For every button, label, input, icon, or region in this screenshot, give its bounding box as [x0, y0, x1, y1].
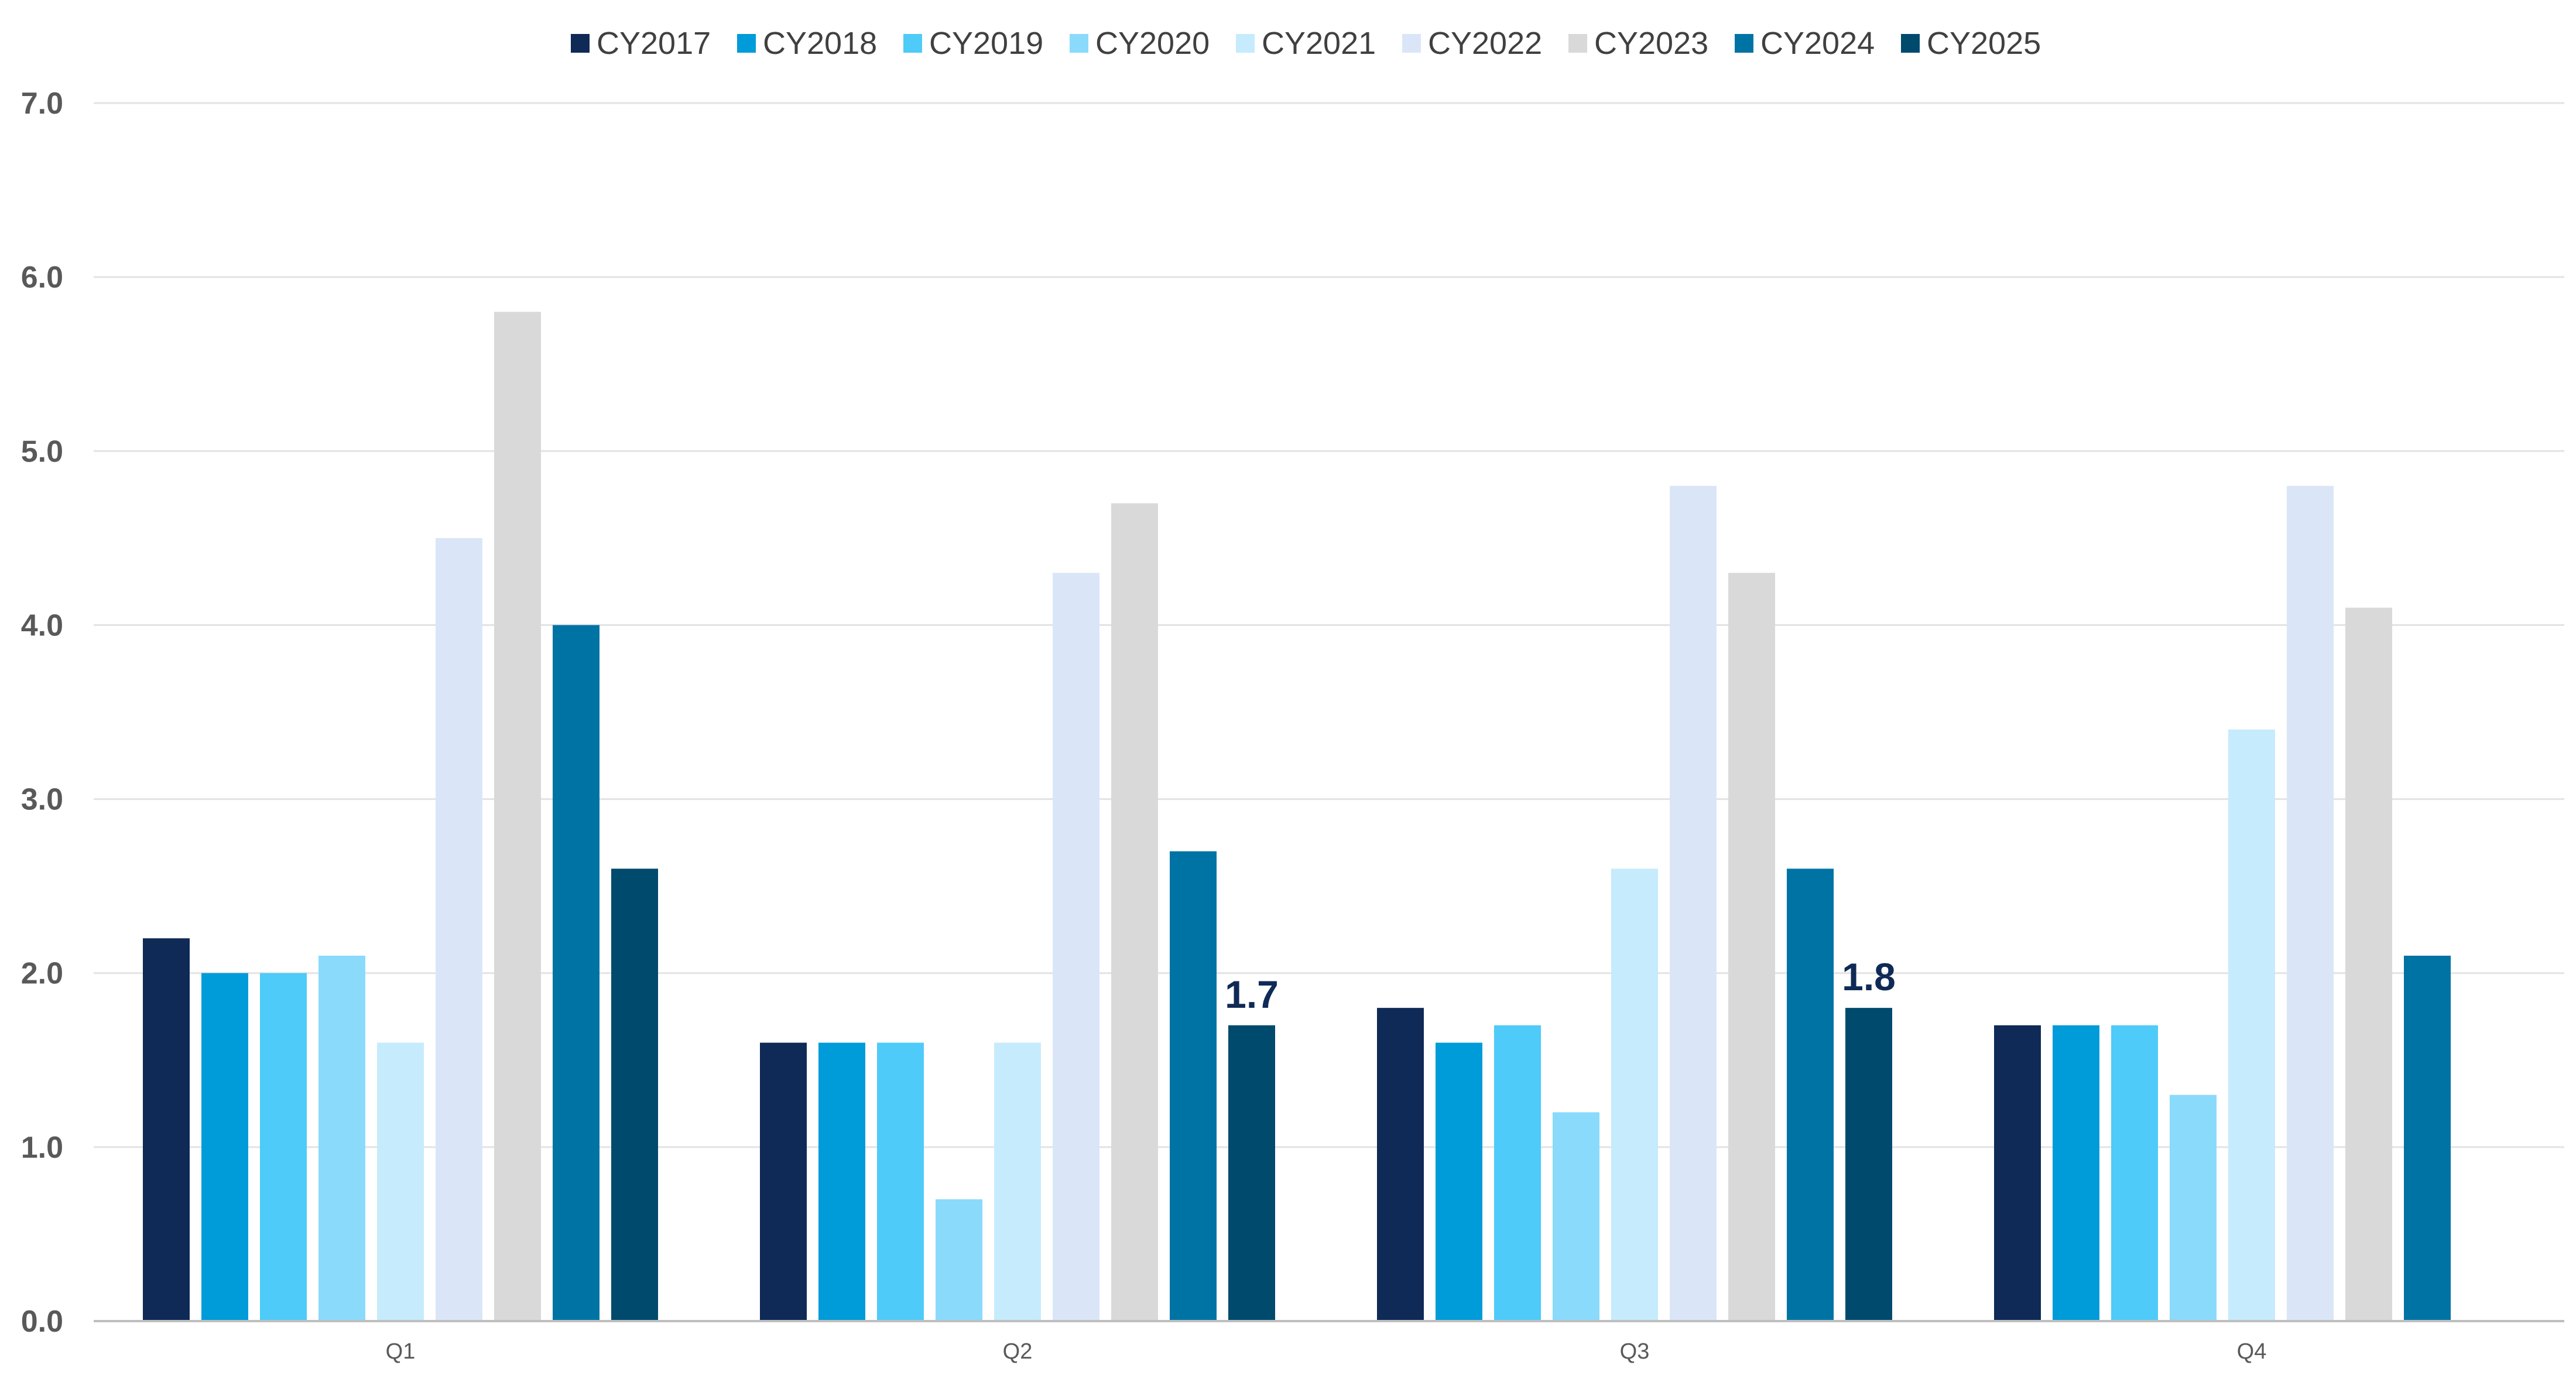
bar-cy2017-q4	[1994, 1025, 2041, 1321]
bar-cy2018-q4	[2053, 1025, 2099, 1321]
bar-cy2022-q3	[1670, 485, 1717, 1321]
x-tick-label: Q4	[2237, 1339, 2267, 1364]
bar-cy2023-q4	[2345, 607, 2392, 1321]
legend-swatch-cy2022	[1402, 34, 1421, 53]
bar-cy2021-q2	[994, 1042, 1041, 1321]
legend-label-cy2018: CY2018	[763, 26, 877, 61]
bar-cy2019-q1	[260, 973, 307, 1321]
y-tick-label: 3.0	[21, 783, 63, 817]
legend: CY2017 CY2018 CY2019 CY2020 CY2021 CY2022 CY20…	[571, 26, 2041, 61]
legend-label-cy2025: CY2025	[1927, 26, 2041, 61]
legend-swatch-cy2024	[1735, 34, 1753, 53]
bar-cy2017-q1	[143, 938, 190, 1321]
y-tick-label: 2.0	[21, 957, 63, 991]
legend-swatch-cy2023	[1568, 34, 1587, 53]
bar-cy2022-q2	[1053, 573, 1099, 1322]
bar-cy2022-q4	[2287, 485, 2334, 1321]
data-labels: 1.7 1.8	[1225, 955, 1896, 1016]
bars	[143, 312, 2451, 1322]
bar-cy2019-q3	[1494, 1025, 1541, 1321]
x-tick-label: Q2	[1003, 1339, 1033, 1364]
bar-cy2023-q3	[1728, 573, 1775, 1322]
legend-swatch-cy2021	[1236, 34, 1255, 53]
legend-swatch-cy2025	[1901, 34, 1920, 53]
bar-cy2024-q2	[1170, 851, 1217, 1321]
x-tick-label: Q1	[386, 1339, 416, 1364]
bar-cy2018-q3	[1436, 1042, 1482, 1321]
bar-cy2018-q1	[201, 973, 248, 1321]
y-tick-label: 1.0	[21, 1131, 63, 1165]
bar-cy2024-q4	[2404, 956, 2451, 1321]
legend-swatch-cy2019	[903, 34, 922, 53]
bar-cy2019-q4	[2111, 1025, 2158, 1321]
data-label: 1.8	[1842, 955, 1896, 998]
bar-cy2021-q1	[377, 1042, 424, 1321]
legend-label-cy2019: CY2019	[929, 26, 1043, 61]
bar-cy2024-q3	[1787, 868, 1834, 1321]
bar-cy2021-q4	[2228, 729, 2275, 1321]
legend-label-cy2020: CY2020	[1095, 26, 1210, 61]
x-tick-label: Q3	[1620, 1339, 1650, 1364]
legend-label-cy2024: CY2024	[1760, 26, 1875, 61]
bar-cy2017-q2	[760, 1042, 807, 1321]
bar-cy2025-q2	[1228, 1025, 1275, 1321]
bar-cy2020-q4	[2170, 1094, 2217, 1321]
bar-cy2020-q3	[1553, 1112, 1599, 1321]
y-tick-label: 0.0	[21, 1305, 63, 1339]
bar-cy2020-q2	[936, 1199, 982, 1321]
bar-cy2024-q1	[553, 625, 600, 1321]
bar-cy2017-q3	[1377, 1008, 1424, 1321]
bar-cy2025-q1	[611, 868, 658, 1321]
legend-swatch-cy2020	[1070, 34, 1088, 53]
bar-cy2019-q2	[877, 1042, 924, 1321]
y-tick-label: 7.0	[21, 87, 63, 121]
legend-label-cy2021: CY2021	[1262, 26, 1376, 61]
bar-cy2023-q1	[494, 312, 541, 1321]
bar-cy2018-q2	[818, 1042, 865, 1321]
legend-swatch-cy2018	[737, 34, 756, 53]
bar-cy2023-q2	[1111, 503, 1158, 1321]
y-tick-label: 5.0	[21, 435, 63, 468]
legend-swatch-cy2017	[571, 34, 590, 53]
legend-label-cy2023: CY2023	[1594, 26, 1708, 61]
data-label: 1.7	[1225, 973, 1279, 1016]
legend-label-cy2022: CY2022	[1428, 26, 1542, 61]
bar-cy2021-q3	[1611, 868, 1658, 1321]
bar-cy2025-q3	[1845, 1008, 1892, 1321]
y-tick-label: 4.0	[21, 608, 63, 642]
axes: 0.0 1.0 2.0 3.0 4.0 5.0 6.0 7.0 Q1 Q2 Q3 Q4	[21, 87, 2564, 1364]
bar-cy2022-q1	[436, 538, 482, 1321]
y-tick-label: 6.0	[21, 261, 63, 295]
legend-label-cy2017: CY2017	[597, 26, 711, 61]
bar-cy2020-q1	[318, 956, 365, 1321]
